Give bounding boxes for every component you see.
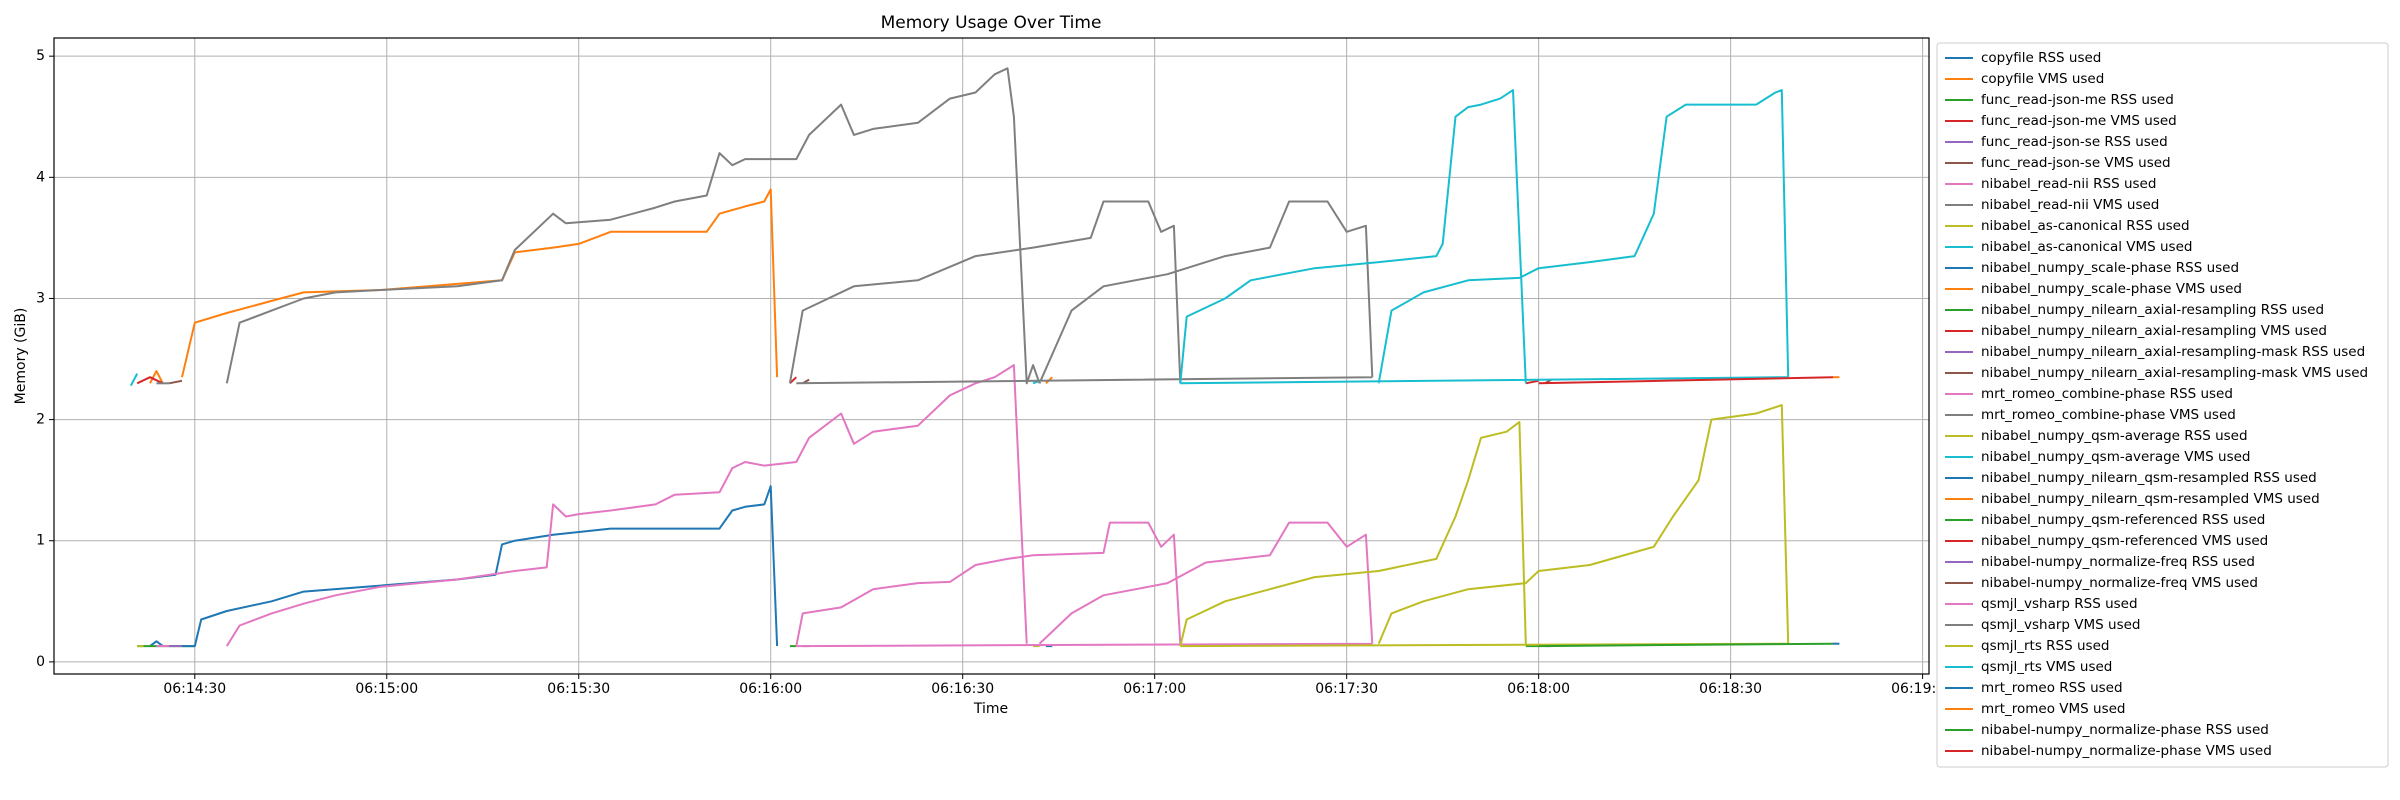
legend-label: nibabel_read-nii VMS used	[1981, 197, 2159, 213]
x-tick-label: 06:18:00	[1507, 681, 1570, 697]
legend-label: nibabel-numpy_normalize-freq VMS used	[1981, 575, 2258, 591]
legend-label: func_read-json-me RSS used	[1981, 92, 2174, 108]
x-tick-label: 06:16:30	[931, 681, 994, 697]
legend-label: nibabel_as-canonical VMS used	[1981, 239, 2192, 255]
x-tick-label: 06:17:30	[1315, 681, 1378, 697]
legend-label: func_read-json-me VMS used	[1981, 113, 2177, 129]
legend-label: qsmjl_rts RSS used	[1981, 638, 2109, 654]
x-tick-label: 06:17:00	[1123, 681, 1186, 697]
series-line	[1179, 89, 1790, 385]
legend-box	[1936, 42, 2389, 768]
legend-label: nibabel_numpy_nilearn_qsm-resampled RSS …	[1981, 470, 2317, 486]
y-tick-label: 4	[36, 169, 45, 185]
legend-label: nibabel-numpy_normalize-freq RSS used	[1981, 554, 2255, 570]
legend-label: nibabel-numpy_normalize-phase RSS used	[1981, 722, 2269, 738]
legend-label: nibabel_numpy_scale-phase RSS used	[1981, 260, 2239, 276]
x-tick-label: 06:15:30	[547, 681, 610, 697]
series-line	[1538, 376, 1834, 385]
series-line	[129, 373, 139, 387]
legend-label: nibabel_numpy_nilearn_qsm-resampled VMS …	[1981, 491, 2320, 507]
legend-label: nibabel_numpy_qsm-referenced VMS used	[1981, 533, 2268, 549]
legend-label: nibabel_numpy_qsm-average RSS used	[1981, 428, 2248, 444]
legend-label: mrt_romeo_combine-phase RSS used	[1981, 386, 2233, 402]
series-line	[788, 200, 1374, 385]
y-tick-label: 1	[36, 533, 45, 549]
legend-label: qsmjl_vsharp RSS used	[1981, 596, 2138, 612]
series-line	[225, 67, 1041, 385]
y-axis-label: Memory (GiB)	[13, 308, 29, 405]
legend-label: qsmjl_rts VMS used	[1981, 659, 2112, 675]
legend-label: mrt_romeo RSS used	[1981, 680, 2123, 696]
y-tick-label: 5	[36, 48, 45, 64]
legend-label: func_read-json-se RSS used	[1981, 134, 2168, 150]
legend-label: qsmjl_vsharp VMS used	[1981, 617, 2140, 633]
series-line	[1525, 379, 1539, 385]
series-line	[1538, 642, 1834, 648]
y-tick-label: 0	[36, 654, 45, 670]
series-line	[182, 485, 779, 648]
legend-label: nibabel-numpy_normalize-phase VMS used	[1981, 743, 2272, 759]
series-line	[169, 379, 183, 385]
legend-label: nibabel_numpy_scale-phase VMS used	[1981, 281, 2242, 297]
legend-label: nibabel_numpy_qsm-referenced RSS used	[1981, 512, 2265, 528]
chart-title: Memory Usage Over Time	[881, 13, 1102, 33]
y-tick-label: 3	[36, 290, 45, 306]
series-line	[136, 376, 164, 385]
y-tick-label: 2	[36, 412, 45, 428]
x-tick-label: 06:15:00	[355, 681, 418, 697]
legend-label: copyfile RSS used	[1981, 50, 2101, 66]
legend-label: nibabel_numpy_nilearn_axial-resampling R…	[1981, 302, 2324, 318]
series-line	[149, 640, 164, 647]
x-axis-label: Time	[973, 701, 1008, 717]
legend-label: func_read-json-se VMS used	[1981, 155, 2171, 171]
x-tick-label: 06:18:30	[1699, 681, 1762, 697]
series-line	[225, 364, 1028, 647]
legend-label: nibabel_read-nii RSS used	[1981, 176, 2156, 192]
legend-label: nibabel_numpy_nilearn_axial-resampling V…	[1981, 323, 2327, 339]
legend-label: nibabel_numpy_qsm-average VMS used	[1981, 449, 2251, 465]
legend-label: nibabel_numpy_nilearn_axial-resampling-m…	[1981, 365, 2368, 381]
x-tick-label: 06:14:30	[163, 681, 226, 697]
series-line	[181, 188, 779, 378]
plot-frame	[53, 37, 1930, 675]
legend-label: copyfile VMS used	[1981, 71, 2104, 87]
legend-label: nibabel_as-canonical RSS used	[1981, 218, 2190, 234]
legend-label: mrt_romeo VMS used	[1981, 701, 2125, 717]
series-line	[795, 521, 1374, 648]
legend-label: nibabel_numpy_nilearn_axial-resampling-m…	[1981, 344, 2365, 360]
x-tick-label: 06:16:00	[739, 681, 802, 697]
legend-label: mrt_romeo_combine-phase VMS used	[1981, 407, 2236, 423]
